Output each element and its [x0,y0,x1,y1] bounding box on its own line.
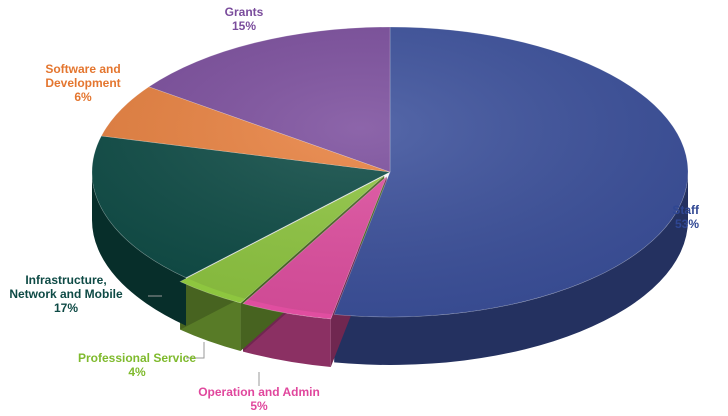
slice-percent-software-and-development: 6% [74,90,92,104]
slice-percent-grants: 15% [232,19,256,33]
slice-label-software-and-development-line2: Development [45,76,120,90]
slice-label-infrastructure-network-and-mobile: Infrastructure, [25,273,106,287]
slice-label-staff: Staff [672,203,700,217]
slice-percent-staff: 53% [675,217,699,231]
slice-label-software-and-development: Software and [45,62,120,76]
pie-slice-tops [91,26,689,320]
slice-label-professional-service: Professional Service [78,351,196,365]
leader-line-professional-service [186,342,205,359]
slice-percent-operation-and-admin: 5% [250,399,268,413]
slice-label-infrastructure-network-and-mobile-line2: Network and Mobile [9,287,123,301]
slice-percent-infrastructure-network-and-mobile: 17% [54,301,78,315]
slice-percent-professional-service: 4% [128,365,146,379]
slice-label-grants: Grants [225,5,264,19]
slice-label-operation-and-admin: Operation and Admin [198,385,320,399]
